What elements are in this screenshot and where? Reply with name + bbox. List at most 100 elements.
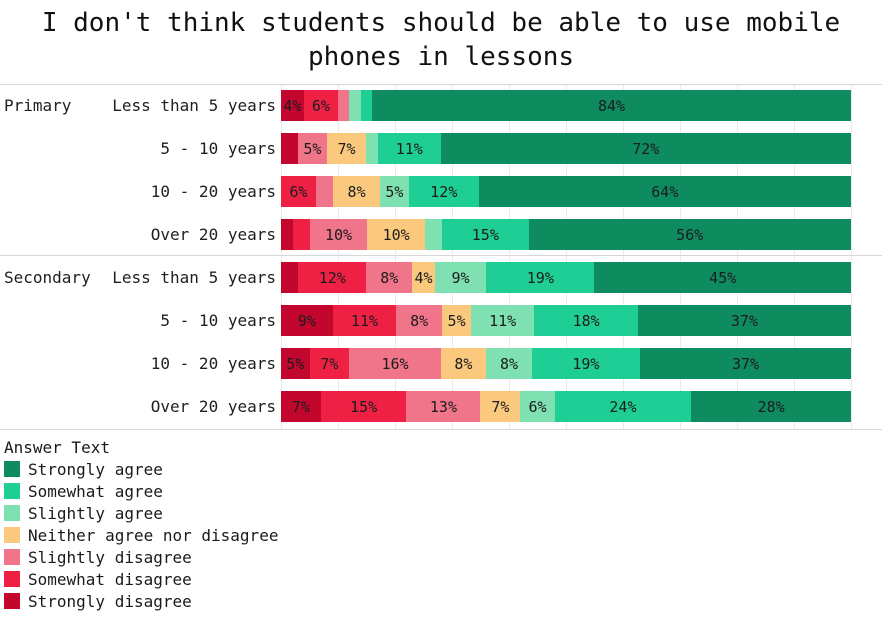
legend-item-slightly-agree: Slightly agree <box>4 502 882 524</box>
row-label-tenure: Less than 5 years <box>112 268 276 287</box>
gridline <box>680 85 681 429</box>
row-label-tenure: 5 - 10 years <box>160 139 276 158</box>
gridline <box>452 85 453 429</box>
legend-title: Answer Text <box>4 438 110 457</box>
gridline <box>737 85 738 429</box>
gridline-layer <box>0 85 882 429</box>
bar-segment-somewhat-agree <box>360 90 373 121</box>
chart-title-line-1: I don't think students should be able to… <box>41 8 841 38</box>
gridline <box>794 85 795 429</box>
legend-label: Somewhat disagree <box>28 569 192 589</box>
row-label-tenure: Over 20 years <box>150 225 276 244</box>
bar-segment-slightly-agree: 11% <box>470 305 535 336</box>
legend-item-neither: Neither agree nor disagree <box>4 524 882 546</box>
group-label-secondary: Secondary <box>4 268 91 287</box>
stacked-bar: 7% 15% 13% 7% 6% 24% 28% <box>281 391 851 422</box>
legend-swatch-somewhat-disagree <box>4 571 20 587</box>
stacked-bar: 6% 8% 5% 12% 64% <box>281 176 851 207</box>
bar-segment-neither: 5% <box>442 305 471 336</box>
bar-segment-strongly-agree: 45% <box>594 262 851 293</box>
stacked-bar: 4% 6% 84% <box>281 90 851 121</box>
row-label-tenure: 10 - 20 years <box>150 354 276 373</box>
row-label-tenure: 5 - 10 years <box>160 311 276 330</box>
bar-segment-slightly-disagree <box>315 176 334 207</box>
bar-segment-slightly-disagree: 8% <box>366 262 413 293</box>
bar-segment-somewhat-agree: 19% <box>531 348 641 379</box>
stacked-bar: 5% 7% 16% 8% 8% 19% 37% <box>281 348 851 379</box>
bar-segment-slightly-disagree: 10% <box>309 219 368 250</box>
bar-segment-slightly-agree <box>424 219 443 250</box>
legend-swatch-slightly-agree <box>4 505 20 521</box>
gridline <box>509 85 510 429</box>
row-label-tenure: 10 - 20 years <box>150 182 276 201</box>
bar-segment-slightly-disagree: 16% <box>349 348 441 379</box>
bar-segment-slightly-agree: 8% <box>486 348 532 379</box>
gridline <box>623 85 624 429</box>
bar-segment-strongly-agree: 64% <box>478 176 851 207</box>
legend-swatch-strongly-agree <box>4 461 20 477</box>
bar-segment-somewhat-agree: 24% <box>554 391 692 422</box>
bar-segment-somewhat-disagree: 15% <box>320 391 407 422</box>
gridline <box>395 85 396 429</box>
bar-segment-slightly-agree <box>349 90 361 121</box>
legend-swatch-strongly-disagree <box>4 593 20 609</box>
row-label-tenure: Less than 5 years <box>112 96 276 115</box>
group-divider <box>0 255 882 256</box>
gridline <box>281 85 282 429</box>
legend-label: Strongly disagree <box>28 591 192 611</box>
bar-segment-slightly-agree: 5% <box>379 176 409 207</box>
bar-segment-strongly-disagree: 5% <box>281 348 310 379</box>
legend-label: Somewhat agree <box>28 481 163 501</box>
bar-segment-somewhat-disagree: 11% <box>332 305 397 336</box>
bar-segment-strongly-agree: 56% <box>528 219 851 250</box>
gridline <box>851 85 852 429</box>
legend-swatch-somewhat-agree <box>4 483 20 499</box>
bar-row: 5 - 10 years 9% 11% 8% 5% 11% 18% 37% <box>0 305 882 336</box>
legend: Answer Text Strongly agree Somewhat agree… <box>0 430 882 612</box>
bar-segment-strongly-disagree: 4% <box>281 90 304 121</box>
row-label-tenure: Over 20 years <box>150 397 276 416</box>
plot-rows: Primary Less than 5 years 4% 6% 84% 5 - 10 ye… <box>0 90 882 422</box>
bar-segment-slightly-disagree: 8% <box>396 305 443 336</box>
bar-segment-neither: 10% <box>367 219 425 250</box>
chart-title: I don't think students should be able to… <box>0 0 882 74</box>
bar-segment-slightly-agree <box>366 133 378 164</box>
bar-segment-strongly-agree: 37% <box>637 305 851 336</box>
stacked-bar: 9% 11% 8% 5% 11% 18% 37% <box>281 305 851 336</box>
bar-segment-somewhat-agree: 15% <box>442 219 529 250</box>
stacked-bar: 10% 10% 15% 56% <box>281 219 851 250</box>
bar-segment-strongly-disagree: 7% <box>281 391 321 422</box>
chart-title-line-2: phones in lessons <box>307 42 575 72</box>
bar-segment-somewhat-disagree: 6% <box>303 90 338 121</box>
bar-row: 10 - 20 years 5% 7% 16% 8% 8% 19% 37% <box>0 348 882 379</box>
bar-row: 10 - 20 years 6% 8% 5% 12% 64% <box>0 176 882 207</box>
bar-segment-strongly-agree: 72% <box>440 133 851 164</box>
bar-segment-somewhat-agree: 18% <box>534 305 638 336</box>
legend-item-slightly-disagree: Slightly disagree <box>4 546 882 568</box>
bar-segment-slightly-disagree: 13% <box>406 391 481 422</box>
legend-items: Strongly agree Somewhat agree Slightly agr… <box>4 458 882 612</box>
bar-segment-strongly-disagree <box>281 262 299 293</box>
legend-swatch-slightly-disagree <box>4 549 20 565</box>
bar-segment-neither: 7% <box>326 133 367 164</box>
legend-label: Strongly agree <box>28 459 163 479</box>
plot-area: Primary Less than 5 years 4% 6% 84% 5 - 10 ye… <box>0 84 882 430</box>
bar-segment-somewhat-agree: 11% <box>377 133 441 164</box>
bar-segment-neither: 7% <box>480 391 521 422</box>
bar-segment-slightly-disagree <box>337 90 350 121</box>
bar-row: Over 20 years 10% 10% 15% 56% <box>0 219 882 250</box>
legend-label: Neither agree nor disagree <box>28 525 279 545</box>
bar-segment-strongly-disagree <box>281 133 299 164</box>
bar-segment-strongly-agree: 37% <box>640 348 851 379</box>
bar-segment-neither: 4% <box>412 262 435 293</box>
bar-segment-somewhat-disagree: 12% <box>298 262 367 293</box>
legend-item-somewhat-agree: Somewhat agree <box>4 480 882 502</box>
bar-row: Secondary Less than 5 years 12% 8% 4% 9% 19% 45… <box>0 262 882 293</box>
bar-segment-somewhat-agree: 12% <box>408 176 479 207</box>
legend-label: Slightly disagree <box>28 547 192 567</box>
legend-item-somewhat-disagree: Somewhat disagree <box>4 568 882 590</box>
bar-segment-somewhat-disagree: 6% <box>281 176 316 207</box>
stacked-bar: 5% 7% 11% 72% <box>281 133 851 164</box>
bar-row: Over 20 years 7% 15% 13% 7% 6% 24% 28% <box>0 391 882 422</box>
bar-segment-strongly-disagree: 9% <box>281 305 333 336</box>
